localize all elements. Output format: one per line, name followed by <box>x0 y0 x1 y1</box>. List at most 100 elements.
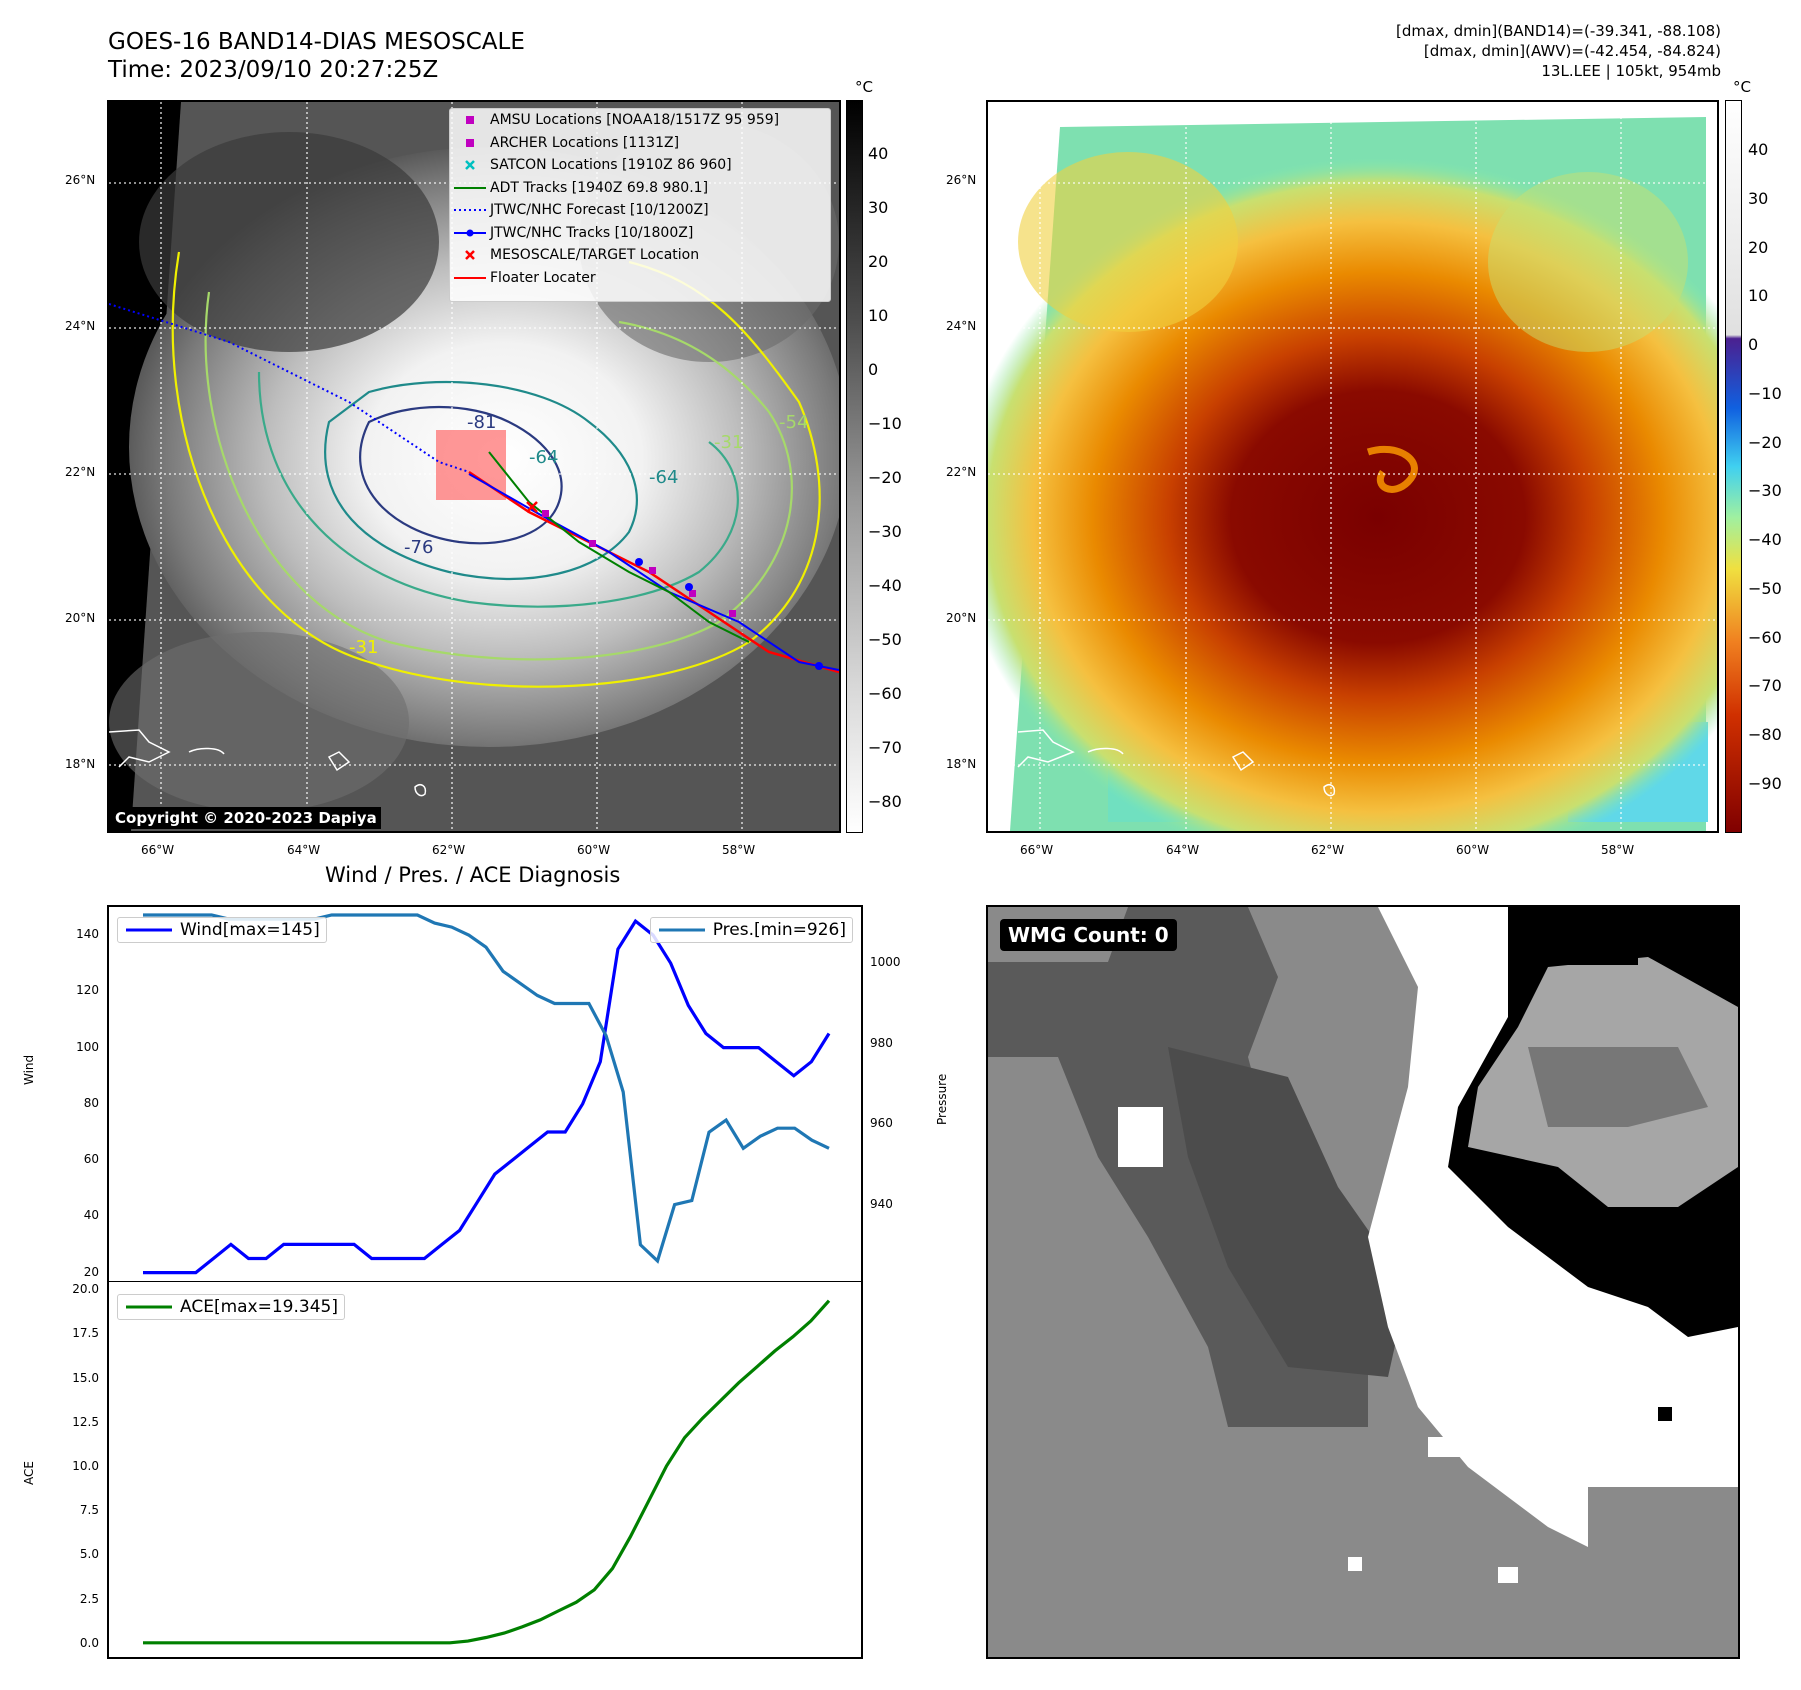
wind-legend-line <box>126 928 172 932</box>
legend-row-satcon: SATCON Locations [1910Z 86 960] <box>450 154 830 177</box>
wind-tick-label: 40 <box>83 1208 99 1223</box>
lon-label-60-b: 60°W <box>1456 843 1490 857</box>
colorbar1-tick: −30 <box>868 522 902 541</box>
colorbar1-tick: 40 <box>868 144 889 163</box>
ace-tick-label: 5.0 <box>79 1547 99 1562</box>
wind-tick-label: 120 <box>76 983 99 998</box>
figure-title-line2: Time: 2023/09/10 20:27:25Z <box>108 57 439 83</box>
wind-legend: Wind[max=145] <box>117 917 327 943</box>
contour-label-81: -81 <box>467 412 497 433</box>
wind-series-line <box>143 918 831 1275</box>
wind-axis-label: Wind <box>22 1054 36 1085</box>
contour-label-31b: -31 <box>714 432 744 453</box>
colorbar1-tick: −50 <box>868 630 902 649</box>
lat-label-24-b: 24°N <box>946 319 977 333</box>
colorbar1-tick: −20 <box>868 468 902 487</box>
colorbar1-tick: 30 <box>868 198 889 217</box>
lon-label-66-b: 66°W <box>1020 843 1054 857</box>
colorbar2-tick: −90 <box>1748 774 1782 793</box>
lat-label-22-b: 22°N <box>946 465 977 479</box>
colorbar2 <box>1725 100 1742 833</box>
pressure-legend-label: Pres.[min=926] <box>712 920 846 940</box>
colorbar2-unit: °C <box>1733 78 1751 96</box>
lat-label-20-b: 20°N <box>946 611 977 625</box>
colorbar2-tick: −20 <box>1748 432 1782 452</box>
wind-pressure-plot <box>143 913 831 1275</box>
contour-label-64b: -64 <box>649 467 679 488</box>
ace-legend: ACE[max=19.345] <box>117 1294 345 1320</box>
colorbar2-tick: 20 <box>1748 237 1769 257</box>
wind-pressure-panel: Wind[max=145] Pres.[min=926] <box>107 905 863 1282</box>
contour-label-54: -54 <box>779 412 809 433</box>
pressure-legend: Pres.[min=926] <box>649 917 853 943</box>
wind-tick-label: 60 <box>83 1152 99 1167</box>
ace-axis-label: ACE <box>22 1461 36 1485</box>
wind-tick-label: 20 <box>83 1264 99 1279</box>
awv-map-panel <box>986 100 1719 833</box>
ace-tick-label: 10.0 <box>72 1458 99 1473</box>
pressure-tick-label: 940 <box>870 1196 893 1211</box>
colorbar2-tick: −30 <box>1748 481 1782 501</box>
colorbar1-unit: °C <box>855 78 873 96</box>
colorbar2-tick: −70 <box>1748 676 1782 696</box>
wmg-count-badge: WMG Count: 0 <box>1000 919 1177 951</box>
lat-label-24: 24°N <box>65 319 96 333</box>
colorbar1-tick: −80 <box>868 792 902 811</box>
figure-title-line1: GOES-16 BAND14-DIAS MESOSCALE <box>108 29 525 55</box>
legend-row-forecast: JTWC/NHC Forecast [10/1200Z] <box>454 202 709 219</box>
dmax-awv-text: [dmax, dmin](AWV)=(-42.454, -84.824) <box>1423 42 1721 60</box>
lon-label-62: 62°W <box>432 843 466 857</box>
colorbar2-tick: −60 <box>1748 627 1782 647</box>
colorbar2-tick: −80 <box>1748 725 1782 745</box>
copyright-label: Copyright © 2020-2023 Dapiya <box>111 807 381 829</box>
lon-label-58: 58°W <box>722 843 756 857</box>
ace-tick-label: 12.5 <box>72 1414 99 1429</box>
colorbar1-tick: −10 <box>868 414 902 433</box>
wind-tick-label: 80 <box>83 1095 99 1110</box>
lat-label-18-b: 18°N <box>946 757 977 771</box>
awv-map-image <box>988 102 1717 831</box>
legend-row-amsu: AMSU Locations [NOAA18/1517Z 95 959] <box>450 109 830 132</box>
ace-tick-label: 17.5 <box>72 1326 99 1341</box>
lon-label-60: 60°W <box>577 843 611 857</box>
colorbar1-tick: 20 <box>868 252 889 271</box>
map-legend: AMSU Locations [NOAA18/1517Z 95 959] ARC… <box>449 108 831 302</box>
lat-label-22: 22°N <box>65 465 96 479</box>
lon-label-64: 64°W <box>287 843 321 857</box>
legend-row-target: MESOSCALE/TARGET Location <box>450 244 830 267</box>
pressure-legend-line <box>658 928 705 932</box>
legend-row-tracks: JTWC/NHC Tracks [10/1800Z] <box>450 222 830 245</box>
ace-tick-label: 7.5 <box>79 1503 99 1518</box>
ace-tick-label: 15.0 <box>72 1370 99 1385</box>
contour-label-64a: -64 <box>529 447 559 468</box>
lon-label-62-b: 62°W <box>1311 843 1345 857</box>
ace-tick-label: 0.0 <box>79 1635 99 1650</box>
lon-label-66: 66°W <box>141 843 175 857</box>
pressure-tick-label: 980 <box>870 1035 893 1050</box>
pressure-tick-label: 960 <box>870 1116 893 1131</box>
wind-tick-label: 140 <box>76 927 99 942</box>
ace-series-line <box>143 1299 831 1645</box>
contour-label-76: -76 <box>404 537 434 558</box>
colorbar1-tick: −60 <box>868 684 902 703</box>
ace-tick-label: 2.5 <box>79 1591 99 1606</box>
wind-legend-label: Wind[max=145] <box>180 920 320 940</box>
wind-tick-label: 100 <box>76 1039 99 1054</box>
lat-label-18: 18°N <box>65 757 96 771</box>
pressure-tick-label: 1000 <box>870 955 901 970</box>
colorbar1 <box>846 100 863 833</box>
lon-label-64-b: 64°W <box>1166 843 1200 857</box>
pressure-axis-label: Pressure <box>935 1073 949 1125</box>
wmg-image <box>988 907 1738 1657</box>
dmax-band14-text: [dmax, dmin](BAND14)=(-39.341, -88.108) <box>1396 22 1721 40</box>
colorbar2-tick: −40 <box>1748 530 1782 550</box>
colorbar1-tick: −70 <box>868 738 902 757</box>
lat-label-26: 26°N <box>65 173 96 187</box>
contour-label-31a: -31 <box>349 637 379 658</box>
storm-info-text: 13L.LEE | 105kt, 954mb <box>1541 62 1721 80</box>
legend-row-floater: Floater Locater <box>454 269 596 286</box>
colorbar2-tick: −50 <box>1748 578 1782 598</box>
colorbar1-tick: 0 <box>868 360 879 379</box>
colorbar2-tick: 10 <box>1748 286 1769 306</box>
wmg-panel: WMG Count: 0 <box>986 905 1740 1659</box>
